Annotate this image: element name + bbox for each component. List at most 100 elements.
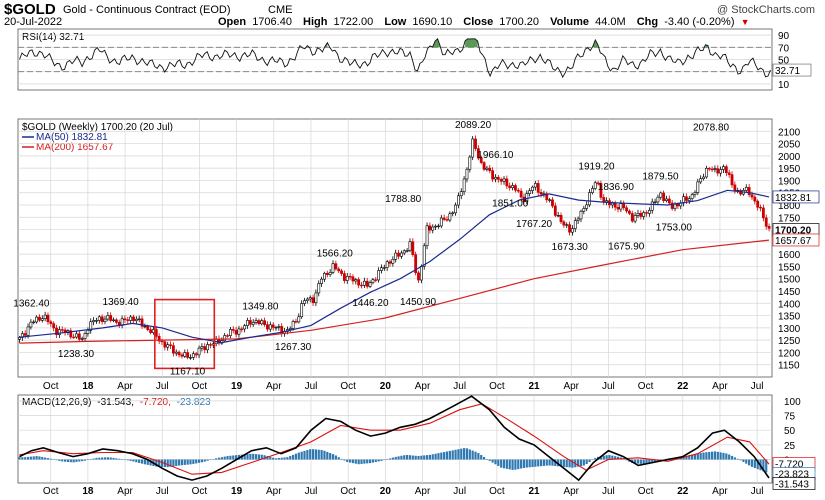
- price-tick-label: 1550: [778, 262, 801, 273]
- ma200-line: [19, 239, 770, 344]
- macd-histogram-bar: [41, 456, 44, 460]
- macd-histogram-bar: [235, 455, 238, 460]
- ma200-legend: MA(200) 1657.67: [36, 142, 114, 153]
- macd-panel: MACD(12,26,9) -31.543, -7.720, -23.823 0…: [17, 394, 816, 491]
- candle-body: [485, 167, 489, 170]
- candle-body: [23, 333, 27, 336]
- price-tick-label: 1800: [778, 201, 801, 212]
- macd-histogram-bar: [46, 458, 50, 460]
- macd-histogram-bar: [696, 453, 699, 460]
- candle-body: [579, 210, 583, 220]
- macd-histogram-bar: [329, 453, 332, 460]
- candle-body: [243, 325, 247, 330]
- macd-histogram-bar: [363, 459, 366, 464]
- macd-histogram-bar: [682, 456, 685, 460]
- macd-histogram-bar: [440, 452, 443, 460]
- macd-histogram-bar: [397, 456, 400, 460]
- header-date: 20-Jul-2022: [4, 16, 62, 28]
- macd-histogram-bar: [52, 459, 55, 460]
- macd-histogram-bar: [722, 452, 725, 460]
- macd-histogram-bar: [366, 459, 369, 464]
- macd-histogram-bar: [571, 459, 574, 468]
- close-value: 1700.20: [499, 16, 539, 28]
- macd-histogram-bar: [428, 454, 432, 460]
- candle-body: [160, 340, 164, 343]
- price-tick-label: 1350: [778, 312, 801, 323]
- macd-histogram-bar: [200, 459, 203, 463]
- candle-body: [761, 207, 765, 219]
- candle-body: [559, 215, 563, 223]
- x-tick-label: Apr: [563, 381, 579, 392]
- candle-body: [331, 263, 335, 273]
- macd-signal-line: [19, 403, 770, 475]
- macd-histogram-bar: [61, 459, 64, 462]
- candle-body: [308, 297, 312, 300]
- macd-histogram-bar: [457, 449, 460, 460]
- price-annotation: 1369.40: [103, 297, 140, 308]
- macd-histogram-bar: [691, 454, 694, 460]
- macd-histogram-bar: [311, 449, 315, 460]
- candle-body: [400, 252, 403, 257]
- candle-body: [573, 220, 577, 229]
- price-annotation: 1919.20: [578, 162, 615, 173]
- candle-body: [72, 336, 76, 339]
- x-tick-label: Jul: [305, 381, 318, 392]
- candle-body: [610, 202, 614, 206]
- macd-histogram-bar: [480, 455, 483, 460]
- candle-body: [206, 344, 209, 351]
- candle-body: [525, 193, 529, 203]
- price-tick-label: 1400: [778, 299, 801, 310]
- macd-histogram-bar: [334, 455, 337, 460]
- candle-body: [183, 352, 187, 357]
- macd-histogram-bar: [35, 456, 38, 460]
- macd-histogram-bar: [577, 459, 580, 467]
- price-tick-label: 1300: [778, 324, 801, 335]
- macd-histogram-bar: [118, 458, 121, 460]
- price-annotation: 1446.20: [352, 298, 389, 309]
- macd-histogram-bar: [349, 459, 352, 463]
- macd-histogram-bar: [300, 451, 303, 460]
- macd-histogram-bar: [463, 448, 466, 460]
- price-annotation: 1879.50: [642, 171, 679, 182]
- x-tick-label: Oct: [192, 486, 208, 497]
- candle-body: [197, 347, 201, 356]
- macd-histogram-bar: [89, 459, 92, 460]
- candle-body: [43, 314, 47, 319]
- candle-body: [106, 315, 110, 320]
- macd-frame: [17, 394, 773, 484]
- macd-histogram-bar: [280, 457, 283, 460]
- macd-histogram-bar: [636, 459, 640, 464]
- candle-body: [419, 265, 423, 281]
- candle-body: [508, 185, 512, 189]
- candle-body: [223, 335, 227, 341]
- macd-histogram-bar: [728, 454, 731, 460]
- macd-histogram-bar: [158, 459, 161, 467]
- x-tick-label: Jul: [305, 486, 318, 497]
- candle-body: [639, 212, 643, 217]
- last-value-label: 1700.20: [775, 226, 812, 237]
- x-tick-label: Oct: [43, 486, 59, 497]
- candle-body: [724, 166, 728, 174]
- candle-body: [297, 316, 301, 323]
- candle-body: [288, 328, 292, 330]
- candle-body: [180, 354, 184, 357]
- candle-body: [194, 353, 198, 356]
- macd-histogram-bar: [651, 459, 654, 463]
- macd-histogram-bar: [346, 459, 349, 462]
- price-annotation: 1566.20: [317, 248, 354, 259]
- macd-histogram-bar: [69, 459, 72, 463]
- macd-legend-hist: -23.823: [177, 397, 211, 408]
- macd-histogram-bar: [685, 455, 688, 460]
- macd-histogram-bar: [639, 459, 642, 464]
- high-label: High: [303, 16, 328, 28]
- candle-body: [391, 259, 395, 264]
- macd-histogram-bar: [215, 458, 218, 460]
- macd-histogram-bar: [448, 450, 451, 460]
- macd-histogram-bar: [249, 453, 252, 460]
- macd-value-label: -7.720: [775, 460, 804, 471]
- ohlc-stats: Open 1706.40 High 1722.00 Low 1690.10 Cl…: [218, 16, 749, 28]
- candle-body: [348, 276, 352, 278]
- x-tick-label: Apr: [415, 486, 431, 497]
- macd-histogram-bar: [753, 459, 756, 469]
- x-tick-label: 21: [528, 381, 540, 392]
